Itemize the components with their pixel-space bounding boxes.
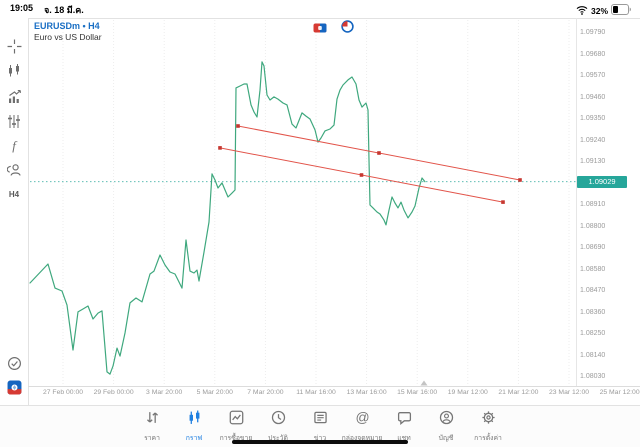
nav-tab-settings[interactable]: การตั้งค่า <box>467 410 509 443</box>
nav-tab-label: ประวัติ <box>268 435 288 442</box>
time-axis-label: 5 Mar 20:00 <box>196 389 233 396</box>
functions-icon[interactable]: f <box>0 136 28 154</box>
status-bar: 19:05 จ. 18 มี.ค. 32% <box>0 0 640 19</box>
nav-tab-label: ราคา <box>144 435 160 442</box>
time-axis-label: 21 Mar 12:00 <box>498 389 539 396</box>
status-time: 19:05 <box>10 3 34 13</box>
nav-tab-history[interactable]: ประวัติ <box>257 410 299 443</box>
price-axis-label: 1.08800 <box>580 222 606 230</box>
battery-icon <box>611 2 632 20</box>
nav-tab-label: ข่าว <box>313 435 327 442</box>
nav-tab-label: บัญชี <box>438 435 454 442</box>
trade-chart-icon <box>229 410 244 430</box>
price-axis-label: 1.08140 <box>580 351 606 359</box>
nav-tab-quotes[interactable]: ราคา <box>131 410 173 443</box>
person-icon <box>439 410 454 430</box>
trendline-handle[interactable] <box>377 151 381 155</box>
crosshair-icon[interactable] <box>0 37 28 55</box>
arrows-updown-icon <box>145 410 160 430</box>
current-price-badge: 1.09029 <box>577 175 627 188</box>
nav-tab-chat[interactable]: แชท <box>383 410 425 443</box>
flag-icon[interactable] <box>313 20 327 38</box>
price-axis-label: 1.09570 <box>580 72 606 79</box>
nav-tab-label: การซื้อขาย <box>219 435 253 442</box>
objects-sliders-icon[interactable] <box>0 112 28 130</box>
timeframe-label: H4 <box>8 189 20 199</box>
svg-text:@: @ <box>355 410 369 425</box>
price-axis-label: 1.09460 <box>580 93 606 101</box>
price-axis-label: 1.09790 <box>580 29 606 36</box>
nav-tab-label: กล่องจดหมาย <box>341 435 383 442</box>
time-axis-label: 23 Mar 12:00 <box>548 389 590 396</box>
price-axis-border <box>576 18 577 386</box>
nav-tab-label: แชท <box>397 435 411 442</box>
price-axis-label: 1.09130 <box>580 158 606 165</box>
time-axis-label: 7 Mar 20:00 <box>247 389 284 396</box>
status-right-cluster: 32% <box>576 2 632 20</box>
chat-bubble-icon <box>397 410 412 430</box>
objects-person-icon[interactable] <box>0 160 28 178</box>
price-axis-label: 1.09240 <box>580 136 606 144</box>
time-axis-border <box>28 386 640 387</box>
indicators-icon[interactable] <box>0 88 28 106</box>
time-axis-label: 11 Mar 16:00 <box>296 389 336 396</box>
time-axis-label: 13 Mar 16:00 <box>346 389 387 396</box>
time-axis-label: 29 Feb 00:00 <box>93 389 134 396</box>
price-axis-label: 1.09680 <box>580 50 606 58</box>
price-axis-label: 1.08910 <box>580 201 606 208</box>
nav-tab-label: กราฟ <box>185 435 203 442</box>
time-axis-label: 25 Mar 12:00 <box>599 389 640 396</box>
news-icon <box>313 410 328 430</box>
price-axis-label: 1.08690 <box>580 244 606 251</box>
candlestick-icon <box>187 410 202 430</box>
symbol-timeframe-label[interactable]: EURUSDm • H4 <box>34 21 100 31</box>
nav-tab-chart[interactable]: กราฟ <box>173 410 215 443</box>
trendline-handle[interactable] <box>501 200 505 204</box>
clock-icon <box>271 410 286 430</box>
price-axis-label: 1.08250 <box>580 330 606 337</box>
nav-tab-mailbox[interactable]: @ กล่องจดหมาย <box>341 409 383 443</box>
price-line-series <box>29 61 426 375</box>
gear-icon <box>481 410 496 430</box>
chart-header: EURUSDm • H4 Euro vs US Dollar <box>34 21 102 43</box>
trendline-handle[interactable] <box>236 124 240 128</box>
trendline-handle[interactable] <box>359 173 364 177</box>
alarm-check-icon[interactable] <box>0 354 28 372</box>
time-axis-label: 27 Feb 00:00 <box>42 389 84 396</box>
chart-tool-sidebar: f H4 <box>0 18 29 405</box>
nav-tab-trade[interactable]: การซื้อขาย <box>215 410 257 443</box>
home-indicator <box>232 440 408 444</box>
broker-logo-icon[interactable] <box>0 378 28 396</box>
time-axis-label: 19 Mar 12:00 <box>447 389 488 396</box>
svg-text:f: f <box>12 138 18 153</box>
at-icon: @ <box>355 409 370 430</box>
price-axis-label: 1.08470 <box>580 287 606 294</box>
current-bar-marker <box>420 380 428 386</box>
symbol-description: Euro vs US Dollar <box>34 32 102 43</box>
status-date: จ. 18 มี.ค. <box>44 5 84 15</box>
time-axis-label: 15 Mar 16:00 <box>397 389 438 396</box>
timeframe-button[interactable]: H4 <box>0 185 28 203</box>
nav-tab-news[interactable]: ข่าว <box>299 410 341 443</box>
nav-tab-accounts[interactable]: บัญชี <box>425 410 467 443</box>
price-axis-label: 1.08360 <box>580 308 606 316</box>
price-axis-label: 1.08030 <box>580 373 606 380</box>
chart-type-candles-icon[interactable] <box>0 61 28 79</box>
chart-header-icons <box>313 20 354 38</box>
price-axis-label: 1.08580 <box>580 265 606 273</box>
trendline-handle[interactable] <box>218 146 222 150</box>
nav-tab-label: การตั้งค่า <box>474 435 502 442</box>
time-axis-label: 3 Mar 20:00 <box>146 389 183 396</box>
session-clock-icon[interactable] <box>341 20 354 38</box>
price-axis-label: 1.09350 <box>580 115 606 122</box>
battery-percent: 32% <box>590 6 608 16</box>
trendline-handle[interactable] <box>518 178 522 182</box>
wifi-icon <box>576 2 588 20</box>
